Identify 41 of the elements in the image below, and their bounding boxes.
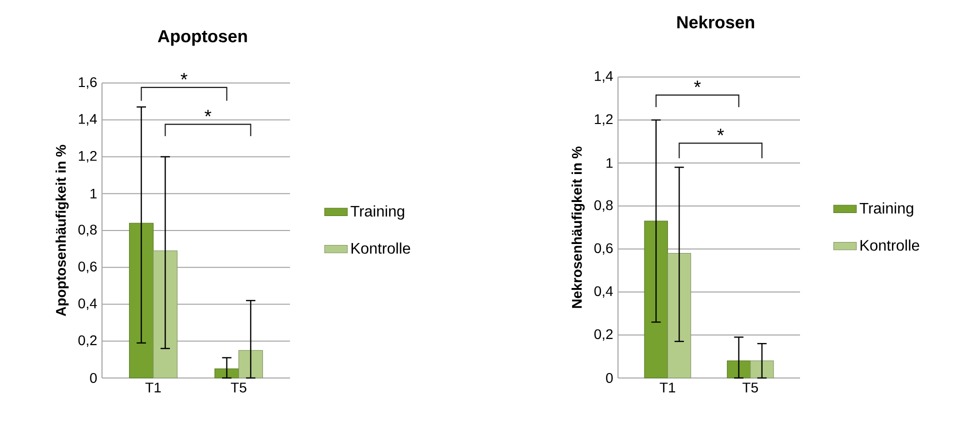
y-axis-title: Nekrosenhäufigkeit in % xyxy=(572,146,585,308)
legend-label: Kontrolle xyxy=(860,240,920,251)
bar xyxy=(667,253,692,378)
y-tick-label: 1 xyxy=(90,188,97,198)
legend-label: Training xyxy=(860,202,914,217)
y-tick-label: 1,2 xyxy=(78,150,97,163)
x-tick-label: T1 xyxy=(145,382,161,392)
bar xyxy=(644,220,668,378)
legend-label: Kontrolle xyxy=(352,242,410,254)
annotation: * xyxy=(204,110,212,116)
x-tick-label: T1 xyxy=(660,382,676,392)
annotation: * xyxy=(694,80,701,88)
y-tick-label: 0,6 xyxy=(594,243,613,255)
legend-label: Training xyxy=(350,205,404,220)
bar xyxy=(129,222,154,378)
bar xyxy=(238,350,263,378)
y-tick-label: 1 xyxy=(606,158,613,168)
x-tick-label: T5 xyxy=(742,382,758,392)
annotation: * xyxy=(717,128,724,136)
y-tick-label: 1,4 xyxy=(594,71,613,83)
bar xyxy=(750,360,774,378)
y-tick-label: 0,4 xyxy=(594,286,613,298)
y-tick-label: 1,2 xyxy=(594,114,613,126)
y-tick-label: 1,6 xyxy=(78,77,97,89)
y-tick-label: 0,6 xyxy=(78,262,97,274)
y-tick-label: 0,8 xyxy=(78,224,97,236)
text: * xyxy=(180,72,188,80)
chart-title: Nekrosen xyxy=(677,16,754,28)
y-tick-label: 0,4 xyxy=(78,298,97,310)
y-axis-title: Apoptosenhäufigkeit in % xyxy=(56,144,69,316)
y-tick-label: 0,2 xyxy=(78,335,97,347)
y-tick-label: 0 xyxy=(90,373,97,383)
x-tick-label: T5 xyxy=(230,382,246,392)
bar xyxy=(726,360,751,378)
y-tick-label: 0,2 xyxy=(594,329,613,341)
bar xyxy=(214,368,239,378)
y-tick-label: 0 xyxy=(606,373,613,383)
bar xyxy=(153,250,178,378)
y-tick-label: 0,8 xyxy=(594,200,613,212)
chart-title: Apoptosen xyxy=(158,30,247,46)
y-tick-label: 1,4 xyxy=(78,114,97,126)
